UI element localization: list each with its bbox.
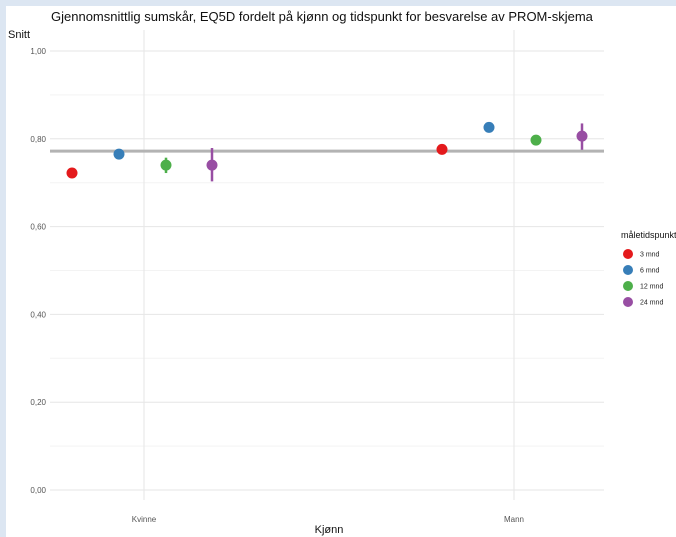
data-point — [160, 159, 172, 171]
data-point — [66, 167, 78, 179]
legend: måletidspunkt 3 mnd 6 mnd 12 mnd 24 mnd — [621, 230, 676, 307]
x-tick-label: Mann — [504, 515, 524, 524]
chart-frame: Gjennomsnittlig sumskår, EQ5D fordelt på… — [6, 6, 676, 537]
data-points — [66, 121, 588, 182]
y-tick-label: 0,20 — [30, 398, 46, 407]
data-point — [436, 143, 448, 155]
y-tick-labels: 0,00 0,20 0,40 0,60 0,80 1,00 — [30, 47, 46, 495]
legend-key — [623, 265, 633, 275]
data-point — [206, 159, 218, 171]
chart-title: Gjennomsnittlig sumskår, EQ5D fordelt på… — [51, 9, 594, 24]
y-tick-label: 0,40 — [30, 310, 46, 319]
data-point — [113, 148, 125, 160]
grid — [50, 30, 604, 500]
legend-title: måletidspunkt — [621, 230, 676, 240]
y-tick-label: 0,60 — [30, 223, 46, 232]
legend-label: 24 mnd — [640, 300, 663, 307]
legend-key — [623, 297, 633, 307]
y-tick-label: 0,80 — [30, 135, 46, 144]
chart-svg: Gjennomsnittlig sumskår, EQ5D fordelt på… — [8, 9, 676, 536]
legend-label: 12 mnd — [640, 284, 663, 291]
y-axis-title: Snitt — [8, 29, 30, 41]
data-point — [530, 134, 542, 146]
legend-label: 3 mnd — [640, 252, 660, 259]
x-tick-label: Kvinne — [132, 515, 157, 524]
legend-key — [623, 281, 633, 291]
x-tick-labels: Kvinne Mann — [132, 515, 524, 524]
y-tick-label: 0,00 — [30, 486, 46, 495]
legend-label: 6 mnd — [640, 268, 660, 275]
y-tick-label: 1,00 — [30, 47, 46, 56]
legend-key — [623, 249, 633, 259]
x-axis-title: Kjønn — [315, 524, 344, 536]
data-point — [483, 121, 495, 133]
data-point — [576, 130, 588, 142]
